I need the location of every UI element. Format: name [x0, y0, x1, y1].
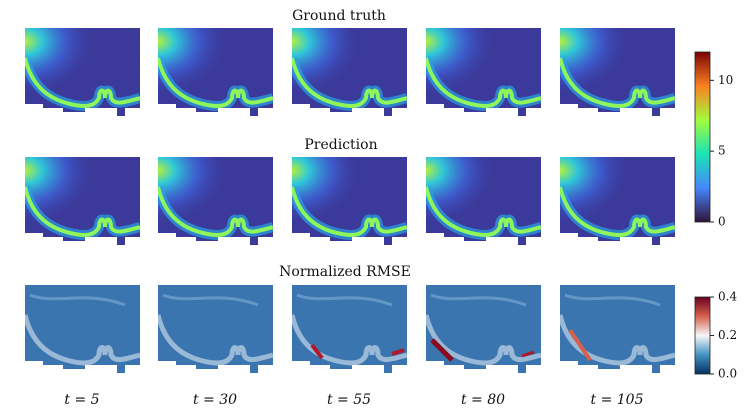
tick-label: 0: [718, 215, 726, 229]
time-label: t = 55: [327, 392, 371, 408]
row-title: Ground truth: [292, 8, 386, 24]
tick-label: 0.0: [718, 367, 737, 381]
tick-label: 0.4: [718, 290, 737, 304]
ground-truth-row: [25, 28, 675, 118]
error-row: [25, 285, 675, 375]
tick-label: 10: [718, 73, 733, 87]
colorbar: [694, 296, 711, 375]
tick-label: 0.2: [718, 328, 737, 342]
time-label: t = 105: [591, 392, 644, 408]
time-label: t = 80: [461, 392, 505, 408]
time-label: t = 5: [64, 392, 99, 408]
colorbar: [694, 51, 711, 223]
prediction-row: [25, 157, 675, 247]
tick-label: 5: [718, 144, 726, 158]
row-title: Prediction: [304, 137, 377, 153]
row-title: Normalized RMSE: [279, 264, 411, 280]
time-label: t = 30: [193, 392, 237, 408]
